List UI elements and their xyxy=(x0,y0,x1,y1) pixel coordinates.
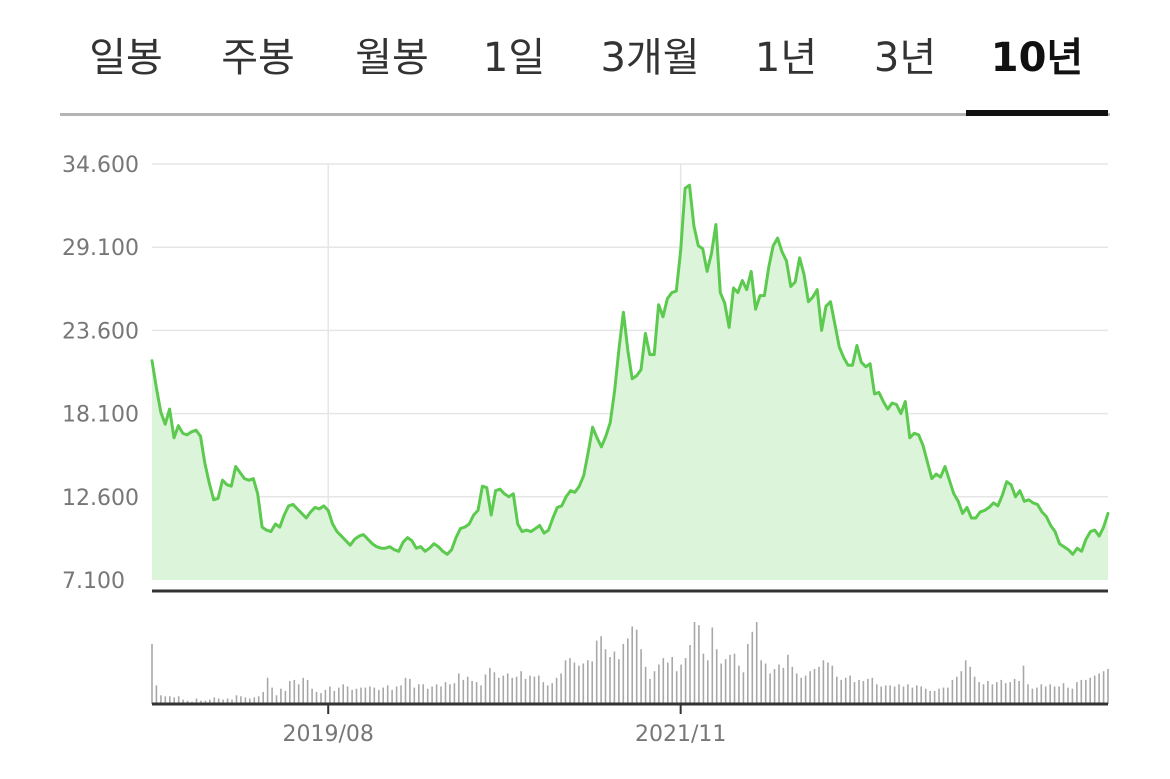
tab-2[interactable]: 월봉 xyxy=(355,35,429,81)
price-chart: 7.100 12.600 18.100 23.600 29.100 34.600 2019/… xyxy=(62,153,1110,747)
y-tick-label: 23.600 xyxy=(62,319,139,344)
price-area-fill xyxy=(152,185,1108,580)
active-tab-underline xyxy=(966,110,1108,116)
tab-1[interactable]: 주봉 xyxy=(221,35,295,81)
period-tabs: 일봉 주봉 월봉 1일 3개월 1년 3년 10년 xyxy=(60,0,1110,116)
y-tick-label: 7.100 xyxy=(62,569,125,594)
y-tick-label: 18.100 xyxy=(62,403,139,428)
price-line xyxy=(150,183,1110,556)
tab-6[interactable]: 3년 xyxy=(873,35,937,81)
tab-3[interactable]: 1일 xyxy=(482,35,546,81)
tab-0[interactable]: 일봉 xyxy=(89,35,163,81)
x-tick-label: 2021/11 xyxy=(635,722,726,747)
x-tick-label: 2019/08 xyxy=(283,722,374,747)
tab-5[interactable]: 1년 xyxy=(754,35,818,81)
tab-4[interactable]: 3개월 xyxy=(600,35,700,81)
y-tick-label: 12.600 xyxy=(62,486,139,511)
tab-7[interactable]: 10년 xyxy=(990,35,1084,81)
y-tick-label: 34.600 xyxy=(62,153,139,178)
y-tick-label: 29.100 xyxy=(62,236,139,261)
